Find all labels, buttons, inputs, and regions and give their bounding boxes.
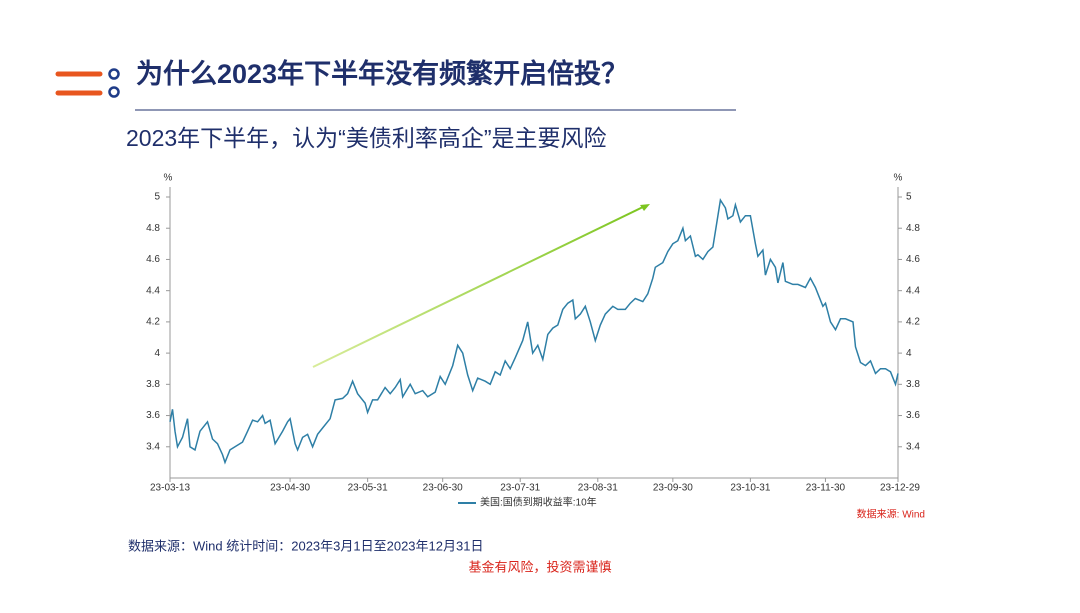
y-tick-label: 5 (154, 192, 160, 203)
x-tick-label: 23-12-29 (880, 483, 920, 494)
y2-tick-label: 4 (906, 348, 912, 359)
y-tick-label: 4.2 (146, 317, 160, 328)
slide-title: 为什么2023年下半年没有频繁开启倍投？ (136, 58, 628, 89)
y2-tick-label: 4.4 (906, 285, 920, 296)
x-tick-label: 23-08-31 (578, 483, 618, 494)
y2-axis-label: % (894, 173, 903, 184)
header-icon (55, 68, 120, 98)
y2-tick-label: 3.6 (906, 410, 920, 421)
chart: % % 美国:国债到期收益率:10年 数据来源: Wind 3.4 3.6 3.8 4… (146, 173, 925, 521)
legend-label: 美国:国债到期收益率:10年 (480, 496, 597, 509)
chart-source: 数据来源: Wind (857, 508, 925, 521)
x-tick-label: 23-10-31 (730, 483, 770, 494)
footer-note: 数据来源：Wind 统计时间：2023年3月1日至2023年12月31日 (128, 538, 483, 553)
y-tick-label: 4.8 (146, 223, 160, 234)
x-tick-label: 23-11-30 (806, 483, 846, 494)
y-tick-label: 4 (154, 348, 160, 359)
y-tick-label: 4.4 (146, 285, 160, 296)
y2-tick-label: 3.4 (906, 441, 920, 452)
y-tick-label: 3.6 (146, 410, 160, 421)
x-tick-label: 23-04-30 (270, 483, 310, 494)
y2-tick-label: 4.2 (906, 317, 920, 328)
x-tick-label: 23-06-30 (423, 483, 463, 494)
slide-subtitle: 2023年下半年，认为“美债利率高企”是主要风险 (126, 125, 606, 151)
y2-tick-label: 5 (906, 192, 912, 203)
y2-tick-label: 4.8 (906, 223, 920, 234)
x-tick-label: 23-07-31 (500, 483, 540, 494)
y-tick-label: 3.4 (146, 441, 160, 452)
y-tick-label: 4.6 (146, 254, 160, 265)
trend-arrow (312, 205, 646, 368)
y2-tick-label: 3.8 (906, 379, 920, 390)
x-tick-label: 23-05-31 (348, 483, 388, 494)
y-axis-label: % (164, 173, 173, 184)
y2-tick-label: 4.6 (906, 254, 920, 265)
x-tick-label: 23-03-13 (150, 483, 190, 494)
y-tick-label: 3.8 (146, 379, 160, 390)
x-tick-label: 23-09-30 (653, 483, 693, 494)
trend-arrow-head (640, 204, 650, 211)
risk-warning: 基金有风险，投资需谨慎 (468, 559, 611, 574)
data-line (169, 198, 899, 465)
